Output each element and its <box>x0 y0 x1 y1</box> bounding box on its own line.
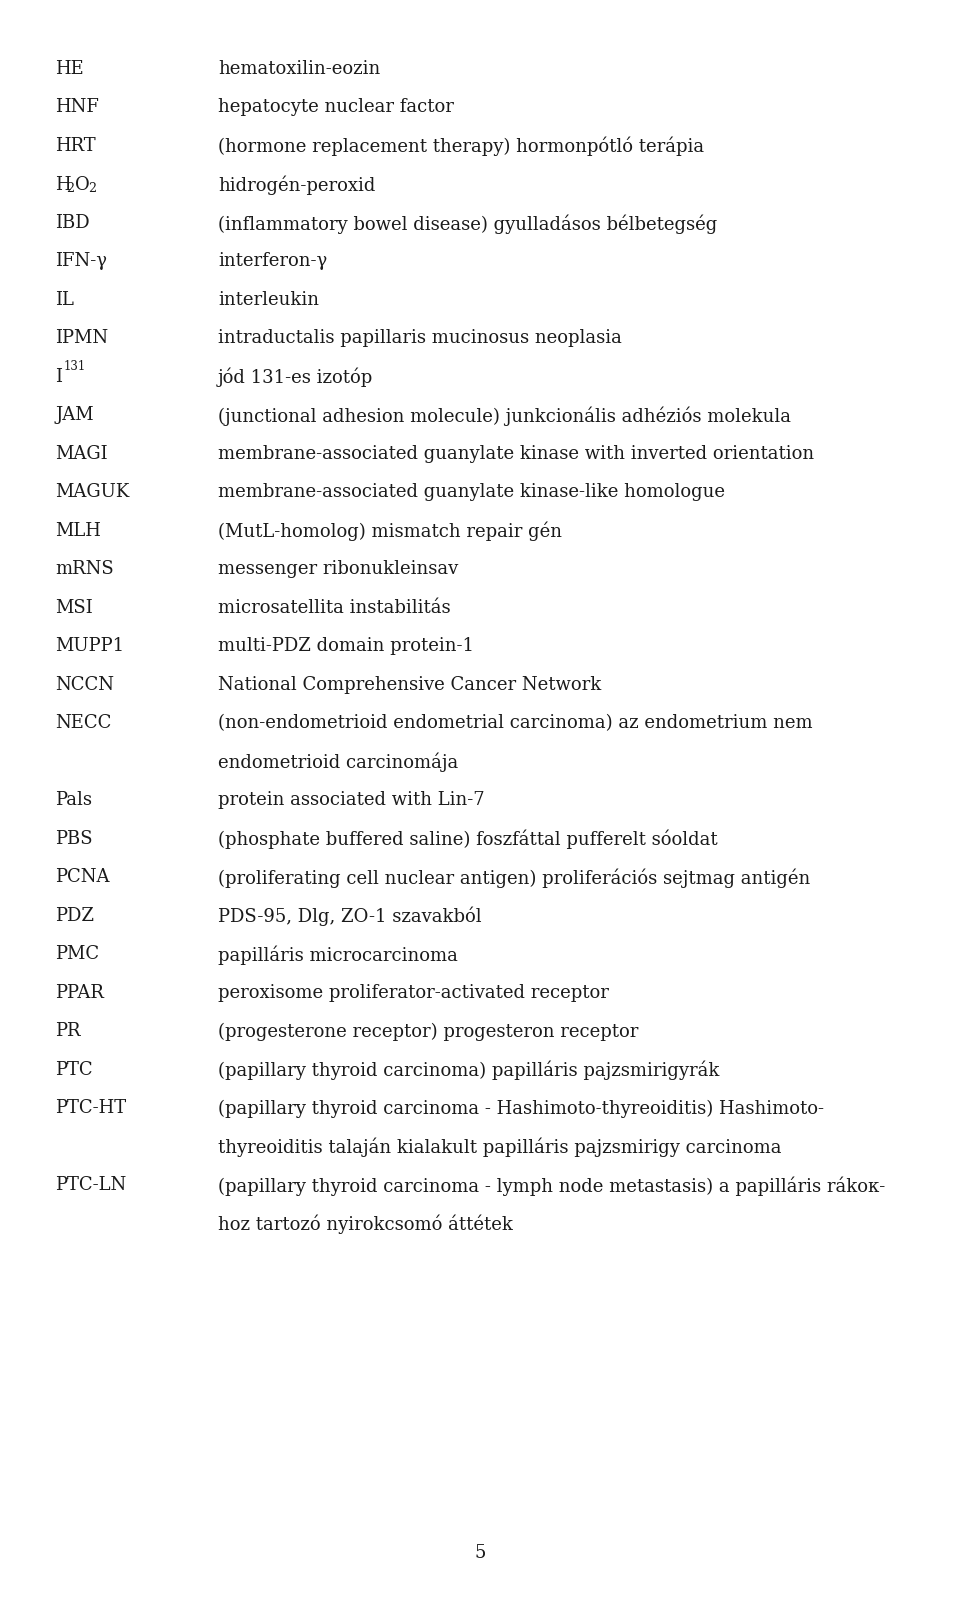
Text: interleukin: interleukin <box>218 291 319 309</box>
Text: messenger ribonukleinsav: messenger ribonukleinsav <box>218 561 458 579</box>
Text: (papillary thyroid carcinoma - lymph node metastasis) a papilláris rákок-: (papillary thyroid carcinoma - lymph nod… <box>218 1177 885 1197</box>
Text: jód 131-es izotóp: jód 131-es izotóp <box>218 369 373 388</box>
Text: NCCN: NCCN <box>55 676 114 694</box>
Text: PPAR: PPAR <box>55 985 104 1003</box>
Text: 131: 131 <box>64 361 86 374</box>
Text: MAGI: MAGI <box>55 445 108 462</box>
Text: mRNS: mRNS <box>55 561 113 579</box>
Text: PBS: PBS <box>55 830 92 847</box>
Text: (non-endometrioid endometrial carcinoma) az endometrium nem: (non-endometrioid endometrial carcinoma)… <box>218 715 812 733</box>
Text: HRT: HRT <box>55 137 96 155</box>
Text: JAM: JAM <box>55 406 94 425</box>
Text: Pals: Pals <box>55 791 92 810</box>
Text: PDZ: PDZ <box>55 907 94 925</box>
Text: 2: 2 <box>66 183 75 196</box>
Text: (phosphate buffered saline) foszfáttal pufferelt sóoldat: (phosphate buffered saline) foszfáttal p… <box>218 830 718 849</box>
Text: MLH: MLH <box>55 522 101 540</box>
Text: 2: 2 <box>88 183 96 196</box>
Text: IBD: IBD <box>55 213 89 231</box>
Text: interferon-γ: interferon-γ <box>218 252 327 270</box>
Text: papilláris microcarcinoma: papilláris microcarcinoma <box>218 946 458 965</box>
Text: peroxisome proliferator-activated receptor: peroxisome proliferator-activated recept… <box>218 985 609 1003</box>
Text: endometrioid carcinomája: endometrioid carcinomája <box>218 754 458 773</box>
Text: HNF: HNF <box>55 99 99 116</box>
Text: O: O <box>75 176 89 194</box>
Text: thyreoiditis talaján kialakult papilláris pajzsmirigy carcinoma: thyreoiditis talaján kialakult papillári… <box>218 1138 781 1158</box>
Text: 5: 5 <box>474 1544 486 1562</box>
Text: multi-PDZ domain protein-1: multi-PDZ domain protein-1 <box>218 637 474 655</box>
Text: (inflammatory bowel disease) gyulladásos bélbetegség: (inflammatory bowel disease) gyulladásos… <box>218 213 717 233</box>
Text: (junctional adhesion molecule) junkcionális adhéziós molekula: (junctional adhesion molecule) junkcioná… <box>218 406 791 425</box>
Text: membrane-associated guanylate kinase-like homologue: membrane-associated guanylate kinase-lik… <box>218 483 725 501</box>
Text: membrane-associated guanylate kinase with inverted orientation: membrane-associated guanylate kinase wit… <box>218 445 814 462</box>
Text: IL: IL <box>55 291 74 309</box>
Text: PR: PR <box>55 1022 81 1040</box>
Text: (progesterone receptor) progesteron receptor: (progesterone receptor) progesteron rece… <box>218 1022 638 1041</box>
Text: protein associated with Lin-7: protein associated with Lin-7 <box>218 791 485 810</box>
Text: National Comprehensive Cancer Network: National Comprehensive Cancer Network <box>218 676 601 694</box>
Text: NECC: NECC <box>55 715 111 733</box>
Text: hematoxilin-eozin: hematoxilin-eozin <box>218 60 380 78</box>
Text: (papillary thyroid carcinoma - Hashimoto-thyreoiditis) Hashimoto-: (papillary thyroid carcinoma - Hashimoto… <box>218 1100 824 1117</box>
Text: PTC-HT: PTC-HT <box>55 1100 126 1117</box>
Text: PDS-95, Dlg, ZO-1 szavakból: PDS-95, Dlg, ZO-1 szavakból <box>218 907 482 927</box>
Text: intraductalis papillaris mucinosus neoplasia: intraductalis papillaris mucinosus neopl… <box>218 330 622 348</box>
Text: (hormone replacement therapy) hormonpótló terápia: (hormone replacement therapy) hormonpótl… <box>218 137 704 157</box>
Text: MUPP1: MUPP1 <box>55 637 124 655</box>
Text: I: I <box>55 369 62 386</box>
Text: PCNA: PCNA <box>55 868 109 886</box>
Text: H: H <box>55 176 71 194</box>
Text: (papillary thyroid carcinoma) papilláris pajzsmirigyrák: (papillary thyroid carcinoma) papilláris… <box>218 1061 719 1080</box>
Text: PTC: PTC <box>55 1061 92 1079</box>
Text: hoz tartozó nyirokcsomó áttétek: hoz tartozó nyirokcsomó áttétek <box>218 1214 513 1234</box>
Text: hidrogén-peroxid: hidrogén-peroxid <box>218 176 375 196</box>
Text: HE: HE <box>55 60 84 78</box>
Text: hepatocyte nuclear factor: hepatocyte nuclear factor <box>218 99 454 116</box>
Text: MAGUK: MAGUK <box>55 483 130 501</box>
Text: IPMN: IPMN <box>55 330 108 348</box>
Text: PTC-LN: PTC-LN <box>55 1177 127 1195</box>
Text: microsatellita instabilitás: microsatellita instabilitás <box>218 598 450 618</box>
Text: (MutL-homolog) mismatch repair gén: (MutL-homolog) mismatch repair gén <box>218 522 562 542</box>
Text: PMC: PMC <box>55 946 99 964</box>
Text: MSI: MSI <box>55 598 93 618</box>
Text: IFN-γ: IFN-γ <box>55 252 107 270</box>
Text: (proliferating cell nuclear antigen) proliferációs sejtmag antigén: (proliferating cell nuclear antigen) pro… <box>218 868 810 888</box>
